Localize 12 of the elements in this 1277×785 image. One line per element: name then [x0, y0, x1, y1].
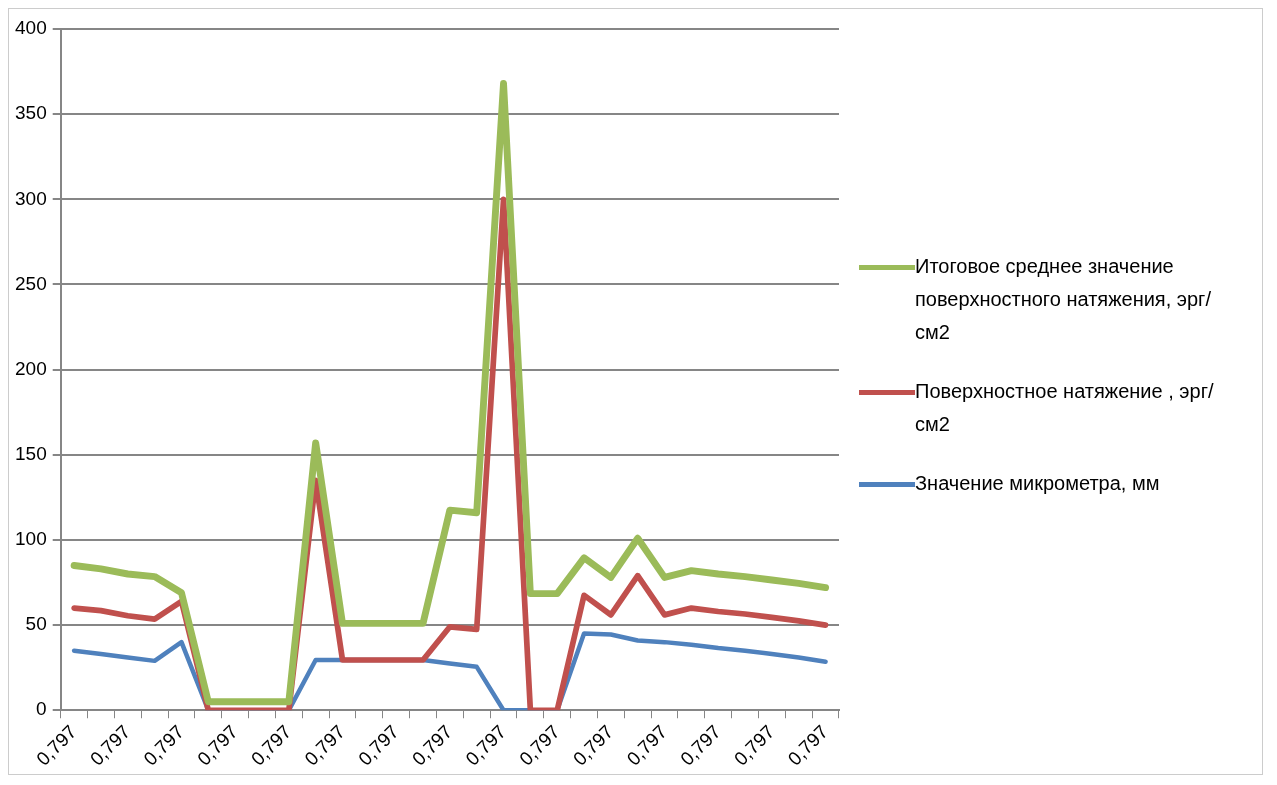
y-tick-label: 0: [36, 698, 47, 720]
y-tick-label: 400: [15, 17, 47, 39]
y-tick-label: 350: [15, 102, 47, 124]
y-tick-label: 200: [15, 357, 47, 379]
y-tick-label: 300: [15, 187, 47, 209]
y-tick-label: 100: [15, 528, 47, 550]
legend-label: Итоговое среднее значение поверхностного натяжения, эрг/см2: [915, 253, 1212, 345]
legend-label: Значение микрометра, мм: [915, 470, 1160, 496]
y-tick-label: 250: [15, 272, 47, 294]
legend-label: Поверхностное натяжение , эрг/см2: [915, 378, 1215, 437]
y-tick-label: 150: [15, 443, 47, 465]
y-tick-label: 50: [25, 613, 47, 635]
